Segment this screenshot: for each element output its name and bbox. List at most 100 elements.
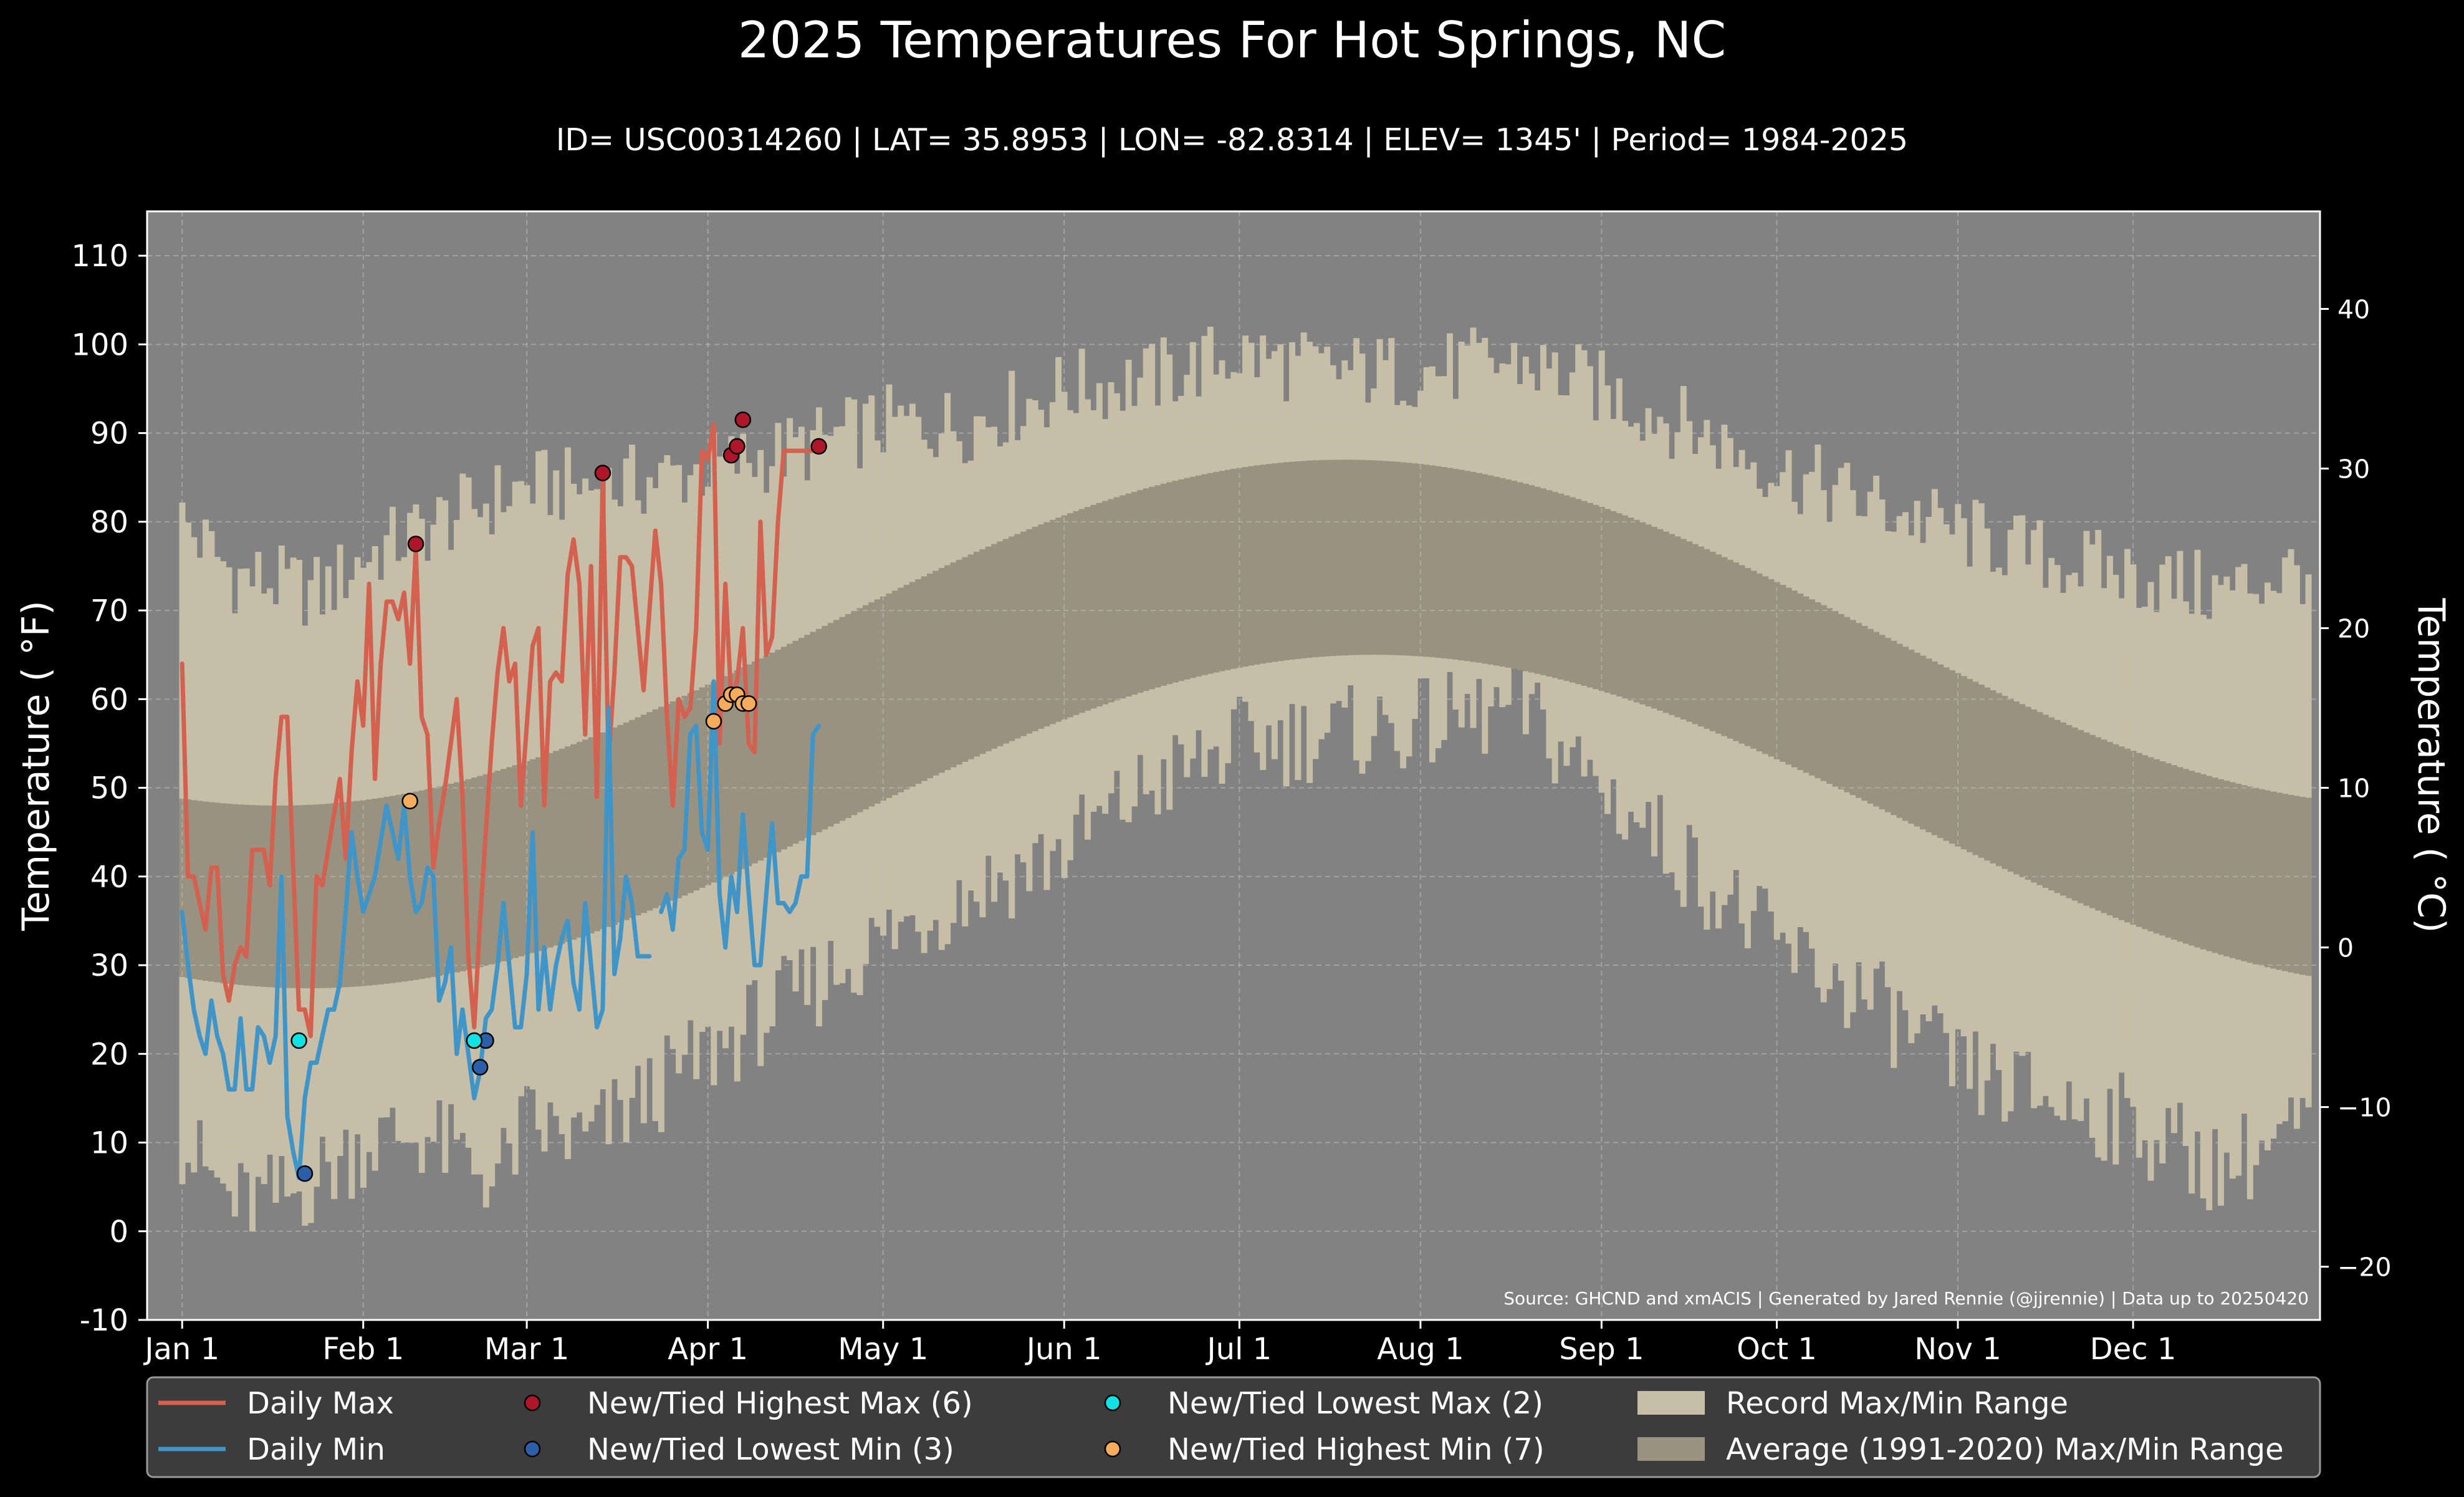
average-range-bar	[1651, 526, 1657, 709]
average-range-bar	[909, 582, 916, 787]
y-tick-label: 110	[71, 239, 128, 274]
average-range-bar	[2182, 769, 2189, 944]
average-range-bar	[1639, 522, 1646, 705]
y-tick-label: 80	[90, 505, 128, 540]
average-range-bar	[1026, 529, 1033, 734]
average-range-bar	[950, 562, 957, 768]
average-range-bar	[2229, 782, 2236, 958]
average-range-bar	[1441, 467, 1447, 658]
average-range-bar	[2112, 744, 2119, 918]
average-range-bar	[541, 755, 548, 950]
y-right-tick-label: 20	[2337, 614, 2370, 644]
average-range-bar	[267, 805, 274, 988]
average-range-bar	[2153, 759, 2160, 934]
average-range-bar	[1452, 468, 1459, 660]
average-range-bar	[2288, 794, 2294, 973]
average-range-bar	[927, 573, 933, 779]
average-range-bar	[629, 720, 636, 918]
average-range-bar	[1844, 617, 1851, 792]
legend-box	[146, 1376, 2321, 1478]
average-range-bar	[915, 579, 922, 784]
average-range-bar	[1593, 504, 1599, 690]
average-range-bar	[1534, 486, 1541, 674]
average-range-bar	[1049, 519, 1056, 724]
average-range-bar	[845, 614, 851, 818]
x-tick-label: Sep 1	[1559, 1332, 1644, 1367]
average-range-bar	[1908, 650, 1915, 824]
average-range-bar	[1085, 507, 1091, 711]
average-range-bar	[1125, 493, 1132, 697]
average-range-bar	[424, 789, 431, 978]
average-range-bar	[2171, 765, 2178, 940]
x-tick-label: Jun 1	[1025, 1332, 1102, 1367]
average-range-bar	[2031, 709, 2038, 883]
average-range-bar	[1978, 685, 1985, 858]
average-range-bar	[401, 794, 408, 982]
average-range-bar	[1196, 475, 1202, 677]
average-range-bar	[196, 801, 203, 980]
average-range-bar	[2147, 757, 2154, 931]
average-range-bar	[886, 593, 893, 798]
average-range-bar	[1213, 471, 1220, 673]
average-range-bar	[1014, 534, 1021, 739]
average-range-bar	[1475, 473, 1482, 663]
average-range-bar	[1236, 468, 1243, 668]
record-point	[296, 1165, 314, 1182]
average-range-bar	[2019, 704, 2026, 877]
average-range-bar	[307, 804, 314, 989]
average-range-bar	[1581, 501, 1588, 686]
average-range-bar	[1406, 463, 1412, 656]
average-range-bar	[932, 570, 939, 776]
average-range-bar	[1773, 582, 1780, 759]
average-range-bar	[664, 704, 671, 903]
average-range-bar	[249, 805, 256, 986]
average-range-bar	[1032, 526, 1038, 731]
y-tick-label: 70	[90, 594, 128, 628]
average-range-bar	[2118, 746, 2125, 920]
average-range-bar	[973, 552, 980, 757]
legend-label: New/Tied Lowest Max (2)	[1167, 1386, 1543, 1421]
average-range-bar	[547, 753, 554, 948]
average-range-bar	[1586, 503, 1593, 688]
average-range-bar	[1645, 524, 1652, 707]
average-range-bar	[1493, 476, 1500, 666]
average-range-bar	[1394, 461, 1401, 655]
average-range-bar	[991, 544, 998, 749]
y-right-tick-label: 10	[2337, 774, 2370, 804]
daily-max-line	[180, 421, 822, 1039]
average-range-bar	[1119, 495, 1126, 699]
average-range-bar	[938, 567, 945, 773]
average-range-bar	[711, 681, 717, 883]
average-range-bar	[1955, 673, 1962, 847]
average-range-bar	[588, 737, 595, 934]
average-range-bar	[1254, 465, 1260, 665]
average-range-bar	[769, 652, 775, 855]
average-range-bar	[1780, 585, 1786, 762]
average-range-bar	[751, 661, 758, 864]
record-point	[740, 695, 757, 712]
average-range-bar	[500, 769, 507, 961]
average-range-bar	[2293, 796, 2300, 974]
average-range-bar	[471, 777, 478, 969]
x-tick-label: Feb 1	[322, 1332, 404, 1367]
average-range-bar	[687, 693, 694, 893]
average-range-bar	[1260, 465, 1267, 664]
average-range-bar	[512, 765, 519, 958]
y-right-tick-label: 40	[2337, 294, 2370, 324]
average-range-bar	[2194, 773, 2201, 948]
average-range-bar	[1166, 482, 1173, 685]
average-range-bar	[1400, 462, 1407, 656]
average-range-bar	[1750, 570, 1757, 749]
average-range-bar	[1727, 559, 1733, 739]
average-range-bar	[1604, 509, 1611, 693]
average-range-bar	[1055, 517, 1062, 722]
average-range-bar	[1113, 497, 1120, 701]
average-range-bar	[1669, 534, 1675, 715]
average-range-bar	[1709, 552, 1716, 731]
average-range-bar	[1189, 476, 1196, 678]
average-range-bar	[272, 805, 279, 988]
average-range-bar	[851, 611, 858, 816]
legend-label: New/Tied Highest Min (7)	[1167, 1432, 1545, 1467]
average-range-bar	[1207, 473, 1214, 674]
average-range-bar	[1879, 635, 1886, 810]
